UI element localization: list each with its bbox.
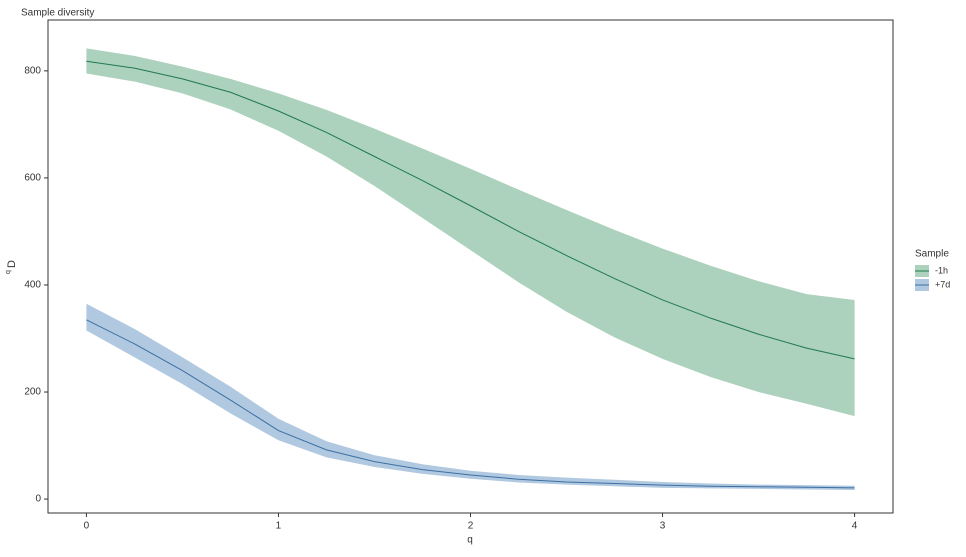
y-axis-label: D xyxy=(6,260,18,268)
confidence-band xyxy=(86,303,855,490)
legend-label: +7d xyxy=(935,279,950,289)
x-axis-label: q xyxy=(467,535,473,546)
plot-panel xyxy=(47,19,894,514)
legend-label: -1h xyxy=(935,265,948,275)
series-line xyxy=(86,60,855,360)
y-axis-label-group: D q xyxy=(5,260,18,274)
y-tick-label: 800 xyxy=(24,65,41,76)
x-tick-label: 3 xyxy=(660,521,666,532)
series-line xyxy=(86,319,855,489)
y-tick-label: 400 xyxy=(24,280,41,291)
y-axis-label-superscript: q xyxy=(5,270,12,274)
x-tick-label: 4 xyxy=(852,521,858,532)
x-tick-label: 1 xyxy=(276,521,282,532)
x-tick-label: 0 xyxy=(84,521,90,532)
chart-title: Sample diversity xyxy=(21,8,94,19)
confidence-band xyxy=(86,48,855,417)
y-tick-label: 0 xyxy=(35,494,41,505)
y-tick-label: 200 xyxy=(24,387,41,398)
y-tick-label: 600 xyxy=(24,173,41,184)
legend-title: Sample xyxy=(915,249,949,260)
x-tick-label: 2 xyxy=(468,521,474,532)
